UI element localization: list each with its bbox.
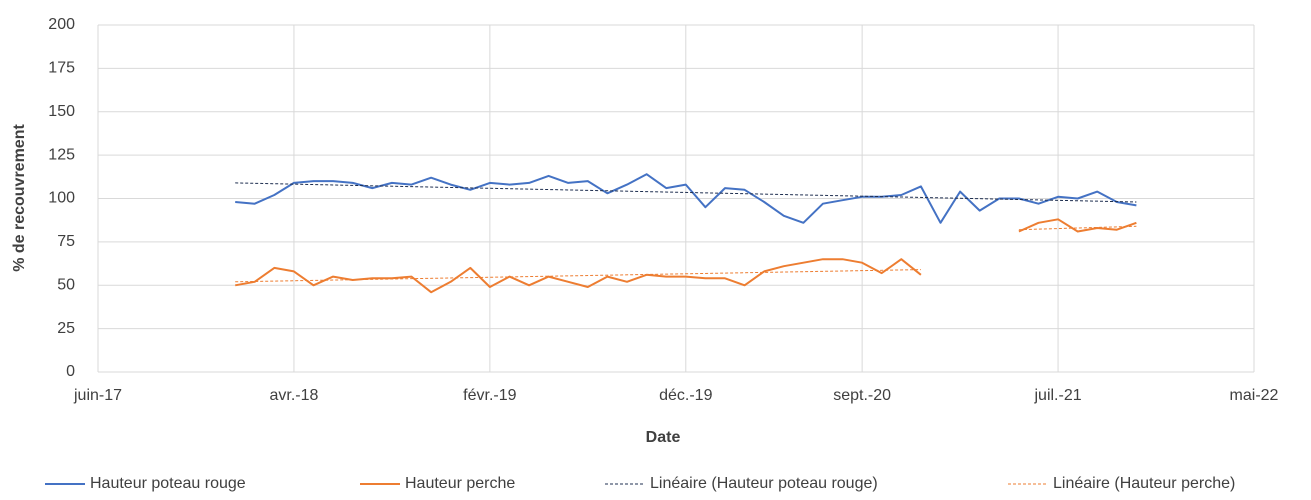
y-tick-label: 100: [48, 190, 75, 207]
x-tick-label: déc.-19: [659, 387, 712, 404]
x-tick-label: sept.-20: [833, 387, 891, 404]
series-line: [235, 173, 1137, 224]
x-tick-label: mai-22: [1230, 387, 1279, 404]
x-tick-label: avr.-18: [269, 387, 318, 404]
series-line: [235, 218, 1137, 294]
y-tick-label: 25: [57, 320, 75, 337]
x-axis-title: Date: [646, 429, 681, 446]
y-tick-label: 125: [48, 146, 75, 163]
y-tick-label: 75: [57, 233, 75, 250]
x-tick-label: févr.-19: [463, 387, 516, 404]
y-axis-title: % de recouvrement: [11, 124, 28, 272]
legend-label: Hauteur perche: [405, 475, 515, 492]
legend-label: Linéaire (Hauteur poteau rouge): [650, 475, 878, 492]
legend-label: Hauteur poteau rouge: [90, 475, 246, 492]
y-tick-label: 200: [48, 16, 75, 33]
x-tick-label: juil.-21: [1033, 387, 1081, 404]
y-tick-label: 175: [48, 60, 75, 77]
legend-label: Linéaire (Hauteur perche): [1053, 475, 1235, 492]
y-tick-label: 50: [57, 276, 75, 293]
trend-line: [235, 225, 1137, 283]
x-tick-label: juin-17: [73, 387, 122, 404]
y-tick-label: 150: [48, 103, 75, 120]
trend-line: [235, 182, 1137, 203]
y-tick-label: 0: [66, 363, 75, 380]
